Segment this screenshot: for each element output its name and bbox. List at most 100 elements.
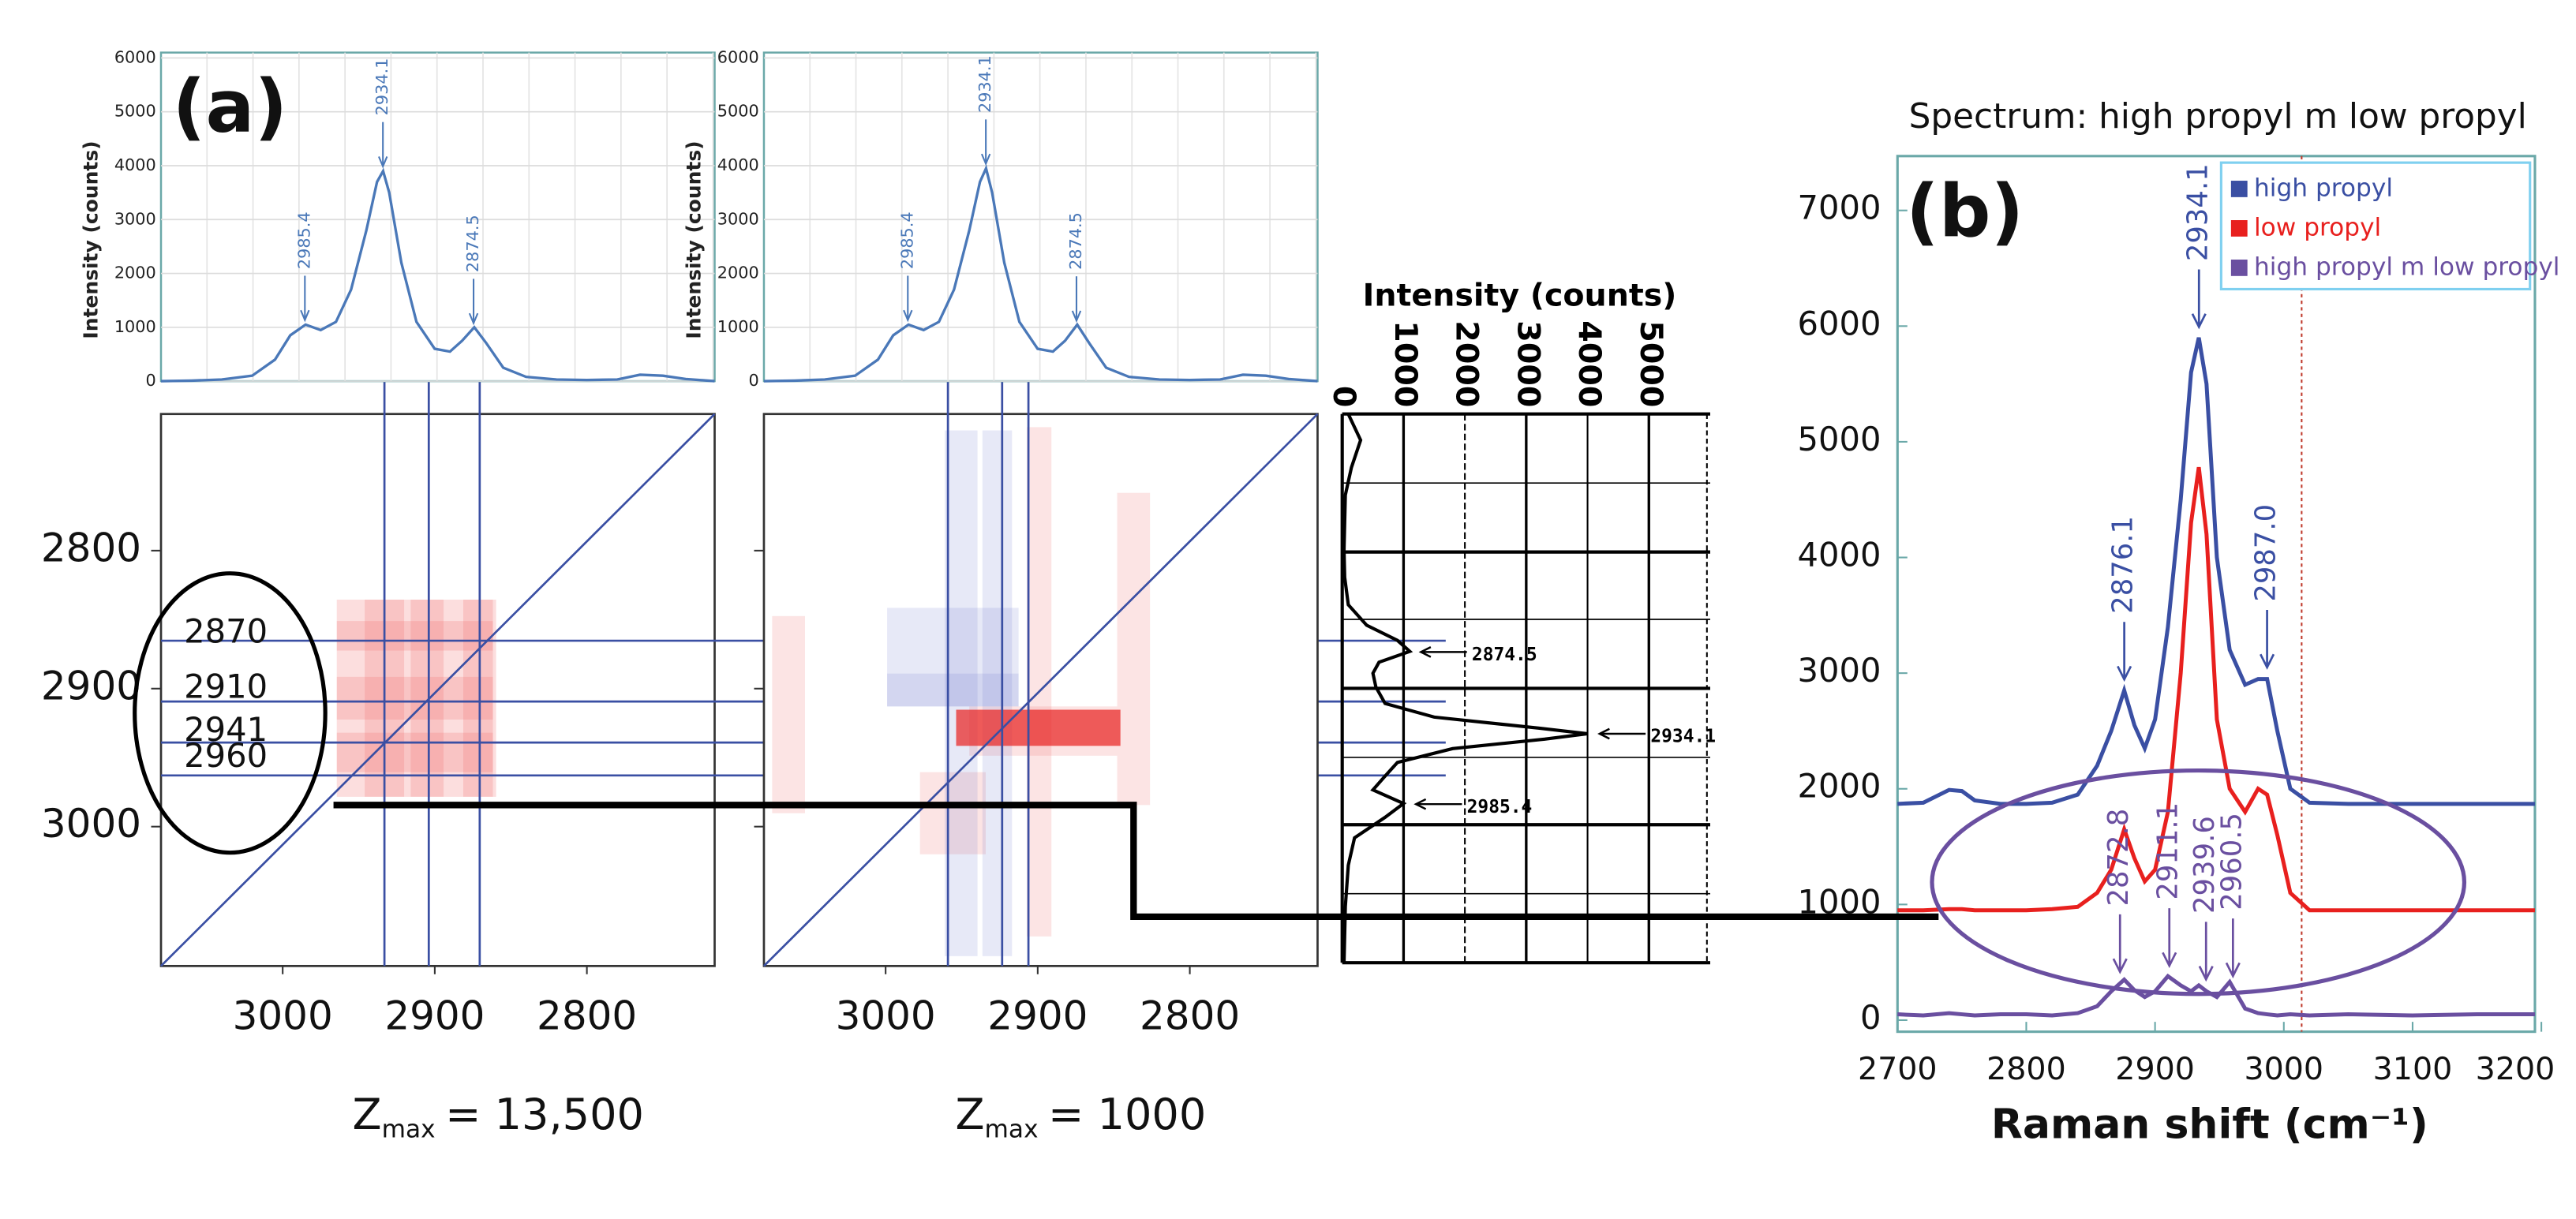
y-tick-label: 1000 <box>717 317 759 336</box>
x-tick-label: 2800 <box>1986 1051 2066 1087</box>
x-tick-label: 3100 <box>2373 1051 2453 1087</box>
panel-label: (a) <box>173 64 288 148</box>
x-tick-label: 4000 <box>1571 320 1608 407</box>
x-tick-label: 0 <box>1326 386 1362 408</box>
arrow-head <box>1071 310 1082 323</box>
peak-label: 2874.5 <box>1472 645 1537 665</box>
series-line <box>1897 466 2535 913</box>
zmax-label: Zmax = 13,500 <box>353 1090 644 1144</box>
spectrum-line <box>160 167 715 383</box>
legend-label: low propyl <box>2254 213 2381 241</box>
legend-label: high propyl <box>2254 174 2393 202</box>
peak-label: 2874.5 <box>1066 212 1085 270</box>
band-label: 2910 <box>184 667 268 706</box>
arrow-head <box>1413 798 1427 810</box>
x-tick-label: 2800 <box>537 993 637 1038</box>
peak-label: 2911.1 <box>2152 802 2185 900</box>
x-tick-label: 2700 <box>1858 1051 1938 1087</box>
y-tick-label: 0 <box>748 371 758 390</box>
y-tick-label: 2000 <box>114 264 156 282</box>
y-axis-label: Intensity (counts) <box>80 140 103 338</box>
diagonal <box>763 413 1319 967</box>
y-tick-label: 1000 <box>114 317 156 336</box>
band-label: 2870 <box>184 612 268 651</box>
peak-label: 2872.8 <box>2102 809 2135 907</box>
peak-label: 2985.4 <box>1467 797 1533 817</box>
x-tick-label: 3000 <box>1510 320 1546 407</box>
arrow-head <box>1597 727 1610 740</box>
chart-title: Spectrum: high propyl m low propyl <box>1909 96 2527 136</box>
x-tick-label: 1000 <box>1387 320 1424 407</box>
y-tick-label: 6000 <box>114 47 156 66</box>
band-label: 2941 <box>184 710 268 749</box>
y-tick-label: 0 <box>1860 998 1881 1037</box>
arrow-head <box>2112 958 2128 974</box>
arrow-head <box>2117 665 2132 682</box>
map-blob <box>919 772 986 854</box>
arrow-head <box>2260 653 2275 670</box>
arrow-head <box>468 312 479 326</box>
profile-line <box>1342 413 1588 963</box>
y-tick-label: 5000 <box>114 102 156 121</box>
diagonal <box>160 413 716 967</box>
y-tick-label: 2000 <box>1798 767 1881 806</box>
x-tick-label: 2900 <box>987 993 1088 1038</box>
y-tick-label: 3000 <box>717 209 759 228</box>
zmax-value: = 13,500 <box>445 1090 644 1139</box>
peak-label: 2934.1 <box>975 55 994 113</box>
y-tick-label: 2000 <box>717 264 759 282</box>
legend-swatch <box>2230 181 2248 197</box>
spectrum-line <box>763 164 1318 383</box>
peak-label: 2874.5 <box>463 215 482 272</box>
ellipse <box>1930 768 2467 997</box>
zmax-label: Zmax = 1000 <box>955 1090 1206 1144</box>
peak-label: 2934.1 <box>373 58 391 116</box>
zmax-symbol: Z <box>353 1090 382 1139</box>
zmax-value: = 1000 <box>1048 1090 1206 1139</box>
arrow-head <box>378 156 388 169</box>
peak-label: 2985.4 <box>294 211 313 269</box>
arrow-head <box>2191 313 2207 330</box>
arrow-head <box>300 309 310 323</box>
peak-label: 2960.5 <box>2215 813 2248 911</box>
map-blob <box>944 430 978 956</box>
y-tick-label: 5000 <box>717 102 759 121</box>
map-blob <box>887 673 1019 707</box>
x-tick-label: 2000 <box>1449 320 1485 407</box>
map-blob <box>1117 492 1151 806</box>
y-tick-label: 2900 <box>41 663 141 709</box>
peak-label: 2985.4 <box>897 211 916 269</box>
layout <box>133 571 2467 997</box>
arrow-head <box>1418 646 1432 658</box>
legend-label: high propyl m low propyl <box>2254 252 2559 281</box>
map-blob <box>956 709 1121 746</box>
peak-label: 2934.1 <box>2181 163 2214 261</box>
y-tick-label: 3000 <box>1798 651 1881 690</box>
map-blob <box>982 430 1013 956</box>
peak-label: 2987.0 <box>2250 504 2282 602</box>
arrow-head <box>980 153 991 166</box>
y-tick-label: 3000 <box>114 209 156 228</box>
arrow-head <box>2162 952 2177 968</box>
y-tick-label: 4000 <box>717 155 759 174</box>
x-tick-label: 2800 <box>1140 993 1240 1038</box>
legend-box <box>2219 161 2532 291</box>
x-tick-label: 2900 <box>384 993 485 1038</box>
peak-label: 2939.6 <box>2188 816 2221 914</box>
x-tick-label: 3200 <box>2476 1051 2555 1087</box>
y-tick-label: 0 <box>146 371 156 390</box>
y-tick-label: 4000 <box>114 155 156 174</box>
plot-frame <box>762 51 1319 383</box>
zmax-subscript: max <box>382 1116 436 1144</box>
y-tick-label: 5000 <box>1798 420 1881 458</box>
plot-frame <box>1896 155 2537 1034</box>
y-tick-label: 7000 <box>1798 189 1881 227</box>
map-blob <box>887 608 1019 707</box>
x-axis-label: Raman shift (cm⁻¹) <box>1991 1101 2428 1148</box>
x-tick-label: 2900 <box>2115 1051 2195 1087</box>
connector <box>333 802 1939 921</box>
zmax-symbol: Z <box>955 1090 984 1139</box>
peak-label: 2934.1 <box>1650 727 1716 747</box>
y-tick-label: 2800 <box>41 525 141 570</box>
